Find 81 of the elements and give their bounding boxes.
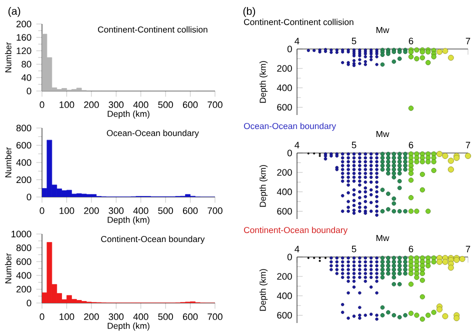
y-tick-label: 0	[26, 300, 32, 306]
x-tick-label: 0	[40, 207, 44, 214]
chart-title: Continent-Continent collision	[244, 18, 354, 26]
x-tick-label: 0	[40, 101, 44, 108]
x-tick-label: 0	[40, 313, 44, 320]
x-tick-label: 5	[352, 246, 356, 252]
x-tick-label: 700	[208, 207, 222, 214]
y-tick-label: 400	[276, 188, 292, 196]
x-axis-title: Mw	[376, 131, 390, 138]
y-tick-label: 0	[287, 46, 292, 52]
x-tick-label: 700	[208, 313, 222, 320]
x-tick-label: 7	[466, 38, 470, 44]
x-tick-label: 6	[408, 38, 414, 44]
y-tick-label: 800	[16, 124, 32, 132]
x-tick-label: 700	[208, 101, 222, 108]
x-tick-label: 4	[294, 142, 300, 148]
y-tick-label: 0	[26, 88, 32, 94]
y-tick-label: 200	[16, 176, 32, 184]
y-tick-label: 200	[16, 20, 32, 28]
x-tick-label: 200	[84, 313, 99, 320]
y-tick-label: 400	[16, 272, 32, 279]
x-axis-title: Mw	[376, 27, 390, 34]
chart-title: Ocean-Ocean boundary	[106, 130, 199, 138]
y-tick-label: 600	[16, 258, 32, 265]
y-tick-label: 200	[277, 65, 292, 72]
x-tick-label: 100	[60, 313, 74, 320]
x-tick-label: 600	[182, 101, 198, 108]
x-tick-label: 400	[133, 101, 148, 108]
x-axis-title: Mw	[376, 235, 390, 242]
x-tick-label: 200	[84, 207, 99, 214]
x-tick-label: 400	[133, 207, 148, 214]
x-tick-label: 6	[408, 142, 414, 148]
x-tick-label: 500	[158, 207, 173, 214]
x-tick-label: 600	[182, 207, 198, 214]
y-axis-title: Depth (km)	[259, 269, 268, 311]
y-tick-label: 200	[16, 286, 32, 292]
x-axis-title: Depth (km)	[108, 322, 150, 331]
text: (b)	[243, 7, 256, 18]
y-tick-label: 200	[277, 169, 292, 176]
chart-title: Continent-Ocean boundary	[101, 236, 205, 244]
y-axis-title: Number	[4, 147, 12, 178]
x-tick-label: 300	[108, 207, 124, 214]
y-tick-label: 400	[276, 292, 292, 300]
x-tick-label: 5	[352, 142, 356, 148]
x-tick-label: 200	[84, 101, 99, 108]
x-tick-label: 7	[466, 142, 470, 148]
x-tick-label: 300	[108, 313, 124, 320]
x-tick-label: 100	[60, 101, 74, 108]
y-tick-label: 80	[22, 60, 32, 68]
text: (a)	[8, 6, 20, 17]
y-axis-title: Depth (km)	[259, 61, 268, 103]
chart-title: Ocean-Ocean boundary	[244, 122, 336, 131]
y-tick-label: 160	[16, 34, 32, 41]
y-tick-label: 200	[277, 273, 292, 280]
x-tick-label: 7	[466, 246, 470, 252]
x-tick-label: 4	[294, 246, 300, 252]
y-axis-title: Number	[4, 42, 12, 72]
x-tick-label: 500	[158, 313, 173, 320]
chart-title: Continent-Ocean boundary	[244, 226, 348, 235]
y-axis-title: Number	[4, 253, 12, 284]
y-tick-label: 0	[287, 254, 292, 260]
y-tick-label: 0	[26, 194, 32, 200]
y-axis-title: Depth (km)	[259, 165, 268, 207]
chart-title: Continent-Continent collision	[98, 26, 208, 33]
x-tick-label: 6	[408, 246, 414, 252]
x-axis-title: Depth (km)	[108, 216, 150, 225]
y-tick-label: 0	[287, 150, 292, 156]
y-tick-label: 120	[16, 48, 32, 54]
y-tick-label: 800	[16, 244, 32, 252]
y-tick-label: 40	[21, 74, 32, 81]
y-tick-label: 1000	[12, 230, 32, 238]
x-tick-label: 100	[60, 207, 74, 214]
y-tick-label: 400	[16, 159, 32, 166]
x-tick-label: 5	[352, 38, 356, 44]
y-tick-label: 400	[276, 84, 292, 92]
x-tick-label: 4	[294, 38, 300, 44]
x-tick-label: 600	[182, 313, 198, 320]
x-axis-title: Depth (km)	[108, 110, 150, 119]
x-tick-label: 400	[133, 313, 148, 320]
x-tick-label: 500	[158, 101, 173, 108]
x-tick-label: 300	[108, 101, 124, 108]
